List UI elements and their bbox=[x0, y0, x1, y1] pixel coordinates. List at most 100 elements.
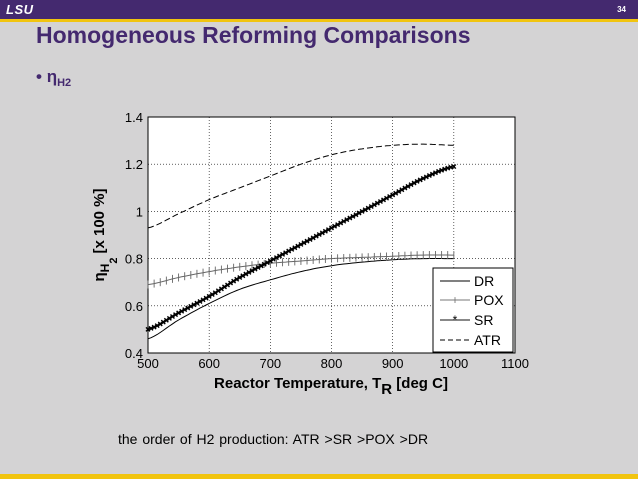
sr-marker bbox=[163, 317, 169, 323]
sr-marker bbox=[316, 232, 322, 238]
sr-marker bbox=[426, 173, 432, 179]
sr-marker bbox=[439, 167, 445, 173]
sr-marker bbox=[215, 288, 221, 294]
sr-marker bbox=[393, 190, 399, 196]
sr-marker bbox=[237, 274, 243, 280]
sr-marker bbox=[221, 284, 227, 290]
legend-marker-sr: * bbox=[453, 313, 458, 327]
sr-marker bbox=[408, 182, 414, 188]
sr-marker bbox=[301, 240, 307, 246]
sr-marker bbox=[399, 187, 405, 193]
sr-marker bbox=[442, 166, 448, 172]
sr-marker bbox=[344, 217, 350, 223]
legend-box bbox=[432, 267, 514, 353]
legend-label-atr: ATR bbox=[474, 332, 501, 348]
y-tick-label: 0.4 bbox=[125, 346, 143, 361]
y-axis-label: ηH2[x 100 %] bbox=[91, 188, 120, 281]
sr-marker bbox=[353, 212, 359, 218]
lsu-logo: LSU bbox=[6, 2, 34, 17]
sr-marker bbox=[249, 268, 255, 274]
sr-marker bbox=[228, 280, 234, 286]
sr-marker bbox=[396, 189, 402, 194]
sr-marker bbox=[332, 223, 338, 229]
sr-marker bbox=[390, 192, 396, 198]
sr-marker bbox=[347, 215, 353, 221]
sr-marker bbox=[368, 203, 374, 209]
bullet-subscript: H2 bbox=[57, 77, 72, 89]
x-axis-label: Reactor Temperature, TR [deg C] bbox=[214, 375, 448, 398]
sr-marker bbox=[176, 310, 182, 316]
sr-marker bbox=[338, 220, 344, 226]
sr-marker bbox=[289, 246, 295, 252]
header-bar: LSU 34 bbox=[0, 0, 638, 19]
sr-marker bbox=[246, 269, 252, 275]
tick-labels: 500 600 700 800 900 1000 1100 0.4 0.6 0.8 1 1.2 1.4 bbox=[125, 110, 529, 371]
sr-marker bbox=[200, 297, 206, 303]
sr-marker bbox=[365, 205, 371, 211]
sr-marker bbox=[436, 168, 442, 174]
sr-marker bbox=[402, 185, 408, 191]
sr-marker bbox=[445, 165, 451, 171]
sr-marker bbox=[417, 177, 423, 183]
series-line-dr bbox=[147, 258, 454, 340]
sr-marker bbox=[420, 175, 426, 181]
sr-marker bbox=[261, 261, 267, 267]
legend: + * DR POX SR ATR bbox=[432, 267, 514, 353]
sr-marker bbox=[231, 278, 237, 284]
sr-marker bbox=[356, 210, 362, 216]
sr-marker bbox=[371, 202, 377, 208]
sr-marker bbox=[234, 276, 240, 282]
page-number: 34 bbox=[617, 5, 626, 14]
sr-marker bbox=[169, 313, 175, 319]
sr-marker bbox=[414, 178, 420, 184]
sr-marker bbox=[295, 243, 301, 249]
y-tick-label: 0.6 bbox=[125, 299, 143, 314]
legend-marker-pox: + bbox=[451, 293, 458, 307]
footer-accent-line bbox=[0, 474, 638, 479]
sr-marker bbox=[179, 308, 185, 314]
sr-marker bbox=[191, 302, 197, 308]
sr-marker bbox=[387, 194, 393, 200]
sr-marker bbox=[267, 258, 273, 264]
x-tick-label: 900 bbox=[382, 356, 404, 371]
sr-marker bbox=[448, 164, 454, 170]
sr-marker bbox=[451, 164, 457, 170]
x-tick-label: 800 bbox=[321, 356, 343, 371]
sr-marker bbox=[166, 315, 172, 321]
sr-marker bbox=[329, 225, 334, 231]
sr-marker bbox=[286, 248, 292, 254]
sr-marker bbox=[298, 241, 304, 247]
series-lines bbox=[145, 143, 457, 340]
sr-marker bbox=[148, 325, 154, 331]
sr-marker bbox=[182, 307, 188, 313]
x-tick-label: 700 bbox=[259, 356, 281, 371]
sr-marker bbox=[255, 264, 261, 270]
sr-marker bbox=[157, 321, 163, 327]
sr-marker bbox=[173, 312, 179, 318]
sr-marker bbox=[258, 263, 264, 269]
sr-marker bbox=[341, 218, 347, 224]
y-tick-label: 1.4 bbox=[125, 110, 143, 125]
sr-marker bbox=[374, 200, 380, 206]
sr-marker bbox=[310, 235, 316, 241]
sr-marker bbox=[377, 198, 383, 204]
sr-marker bbox=[151, 324, 157, 330]
sr-marker bbox=[154, 323, 160, 329]
sr-marker bbox=[212, 290, 218, 296]
sr-marker bbox=[307, 236, 313, 242]
sr-marker bbox=[218, 286, 224, 292]
x-tick-label: 1100 bbox=[501, 356, 529, 371]
sr-marker bbox=[319, 230, 325, 236]
sr-marker bbox=[405, 183, 411, 189]
slide-title: Homogeneous Reforming Comparisons bbox=[36, 22, 471, 48]
sr-marker bbox=[243, 271, 249, 277]
sr-marker bbox=[359, 208, 365, 214]
x-tick-label: 500 bbox=[137, 356, 159, 371]
legend-label-pox: POX bbox=[474, 292, 504, 308]
sr-marker bbox=[423, 174, 429, 180]
sr-marker bbox=[322, 228, 328, 234]
bullet-eta: η bbox=[46, 67, 58, 86]
sr-marker bbox=[188, 303, 194, 309]
sr-marker bbox=[362, 207, 368, 213]
